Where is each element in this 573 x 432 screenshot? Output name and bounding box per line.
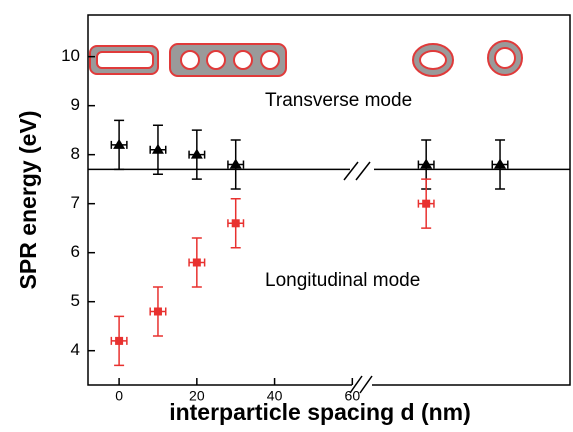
point	[115, 336, 124, 345]
y-tick-label: 7	[71, 193, 80, 212]
point	[192, 258, 201, 267]
point	[190, 148, 203, 159]
x-tick-label: 20	[189, 388, 205, 404]
y-tick-label: 4	[71, 340, 80, 359]
y-tick-label: 6	[71, 242, 80, 261]
y-tick-label: 10	[61, 46, 80, 65]
annotation: Longitudinal mode	[265, 270, 420, 291]
point	[231, 219, 240, 228]
shape-icons	[89, 40, 523, 77]
point	[494, 158, 507, 169]
x-tick-label: 60	[345, 388, 361, 404]
axis-break	[343, 160, 374, 394]
x-tick-label: 0	[115, 388, 123, 404]
y-axis-label: SPR energy (eV)	[15, 111, 41, 290]
point	[422, 199, 431, 208]
point	[420, 158, 433, 169]
y-tick-label: 5	[71, 291, 80, 310]
point	[113, 138, 126, 149]
x-axis-label: interparticle spacing d (nm)	[169, 399, 471, 425]
x-tick-label: 40	[267, 388, 283, 404]
point	[151, 143, 164, 154]
annotation: Transverse mode	[265, 90, 412, 111]
y-tick-label: 8	[71, 144, 80, 163]
y-tick-label: 9	[71, 95, 80, 114]
point	[229, 158, 242, 169]
plot-frame	[87, 14, 571, 386]
point	[153, 307, 162, 316]
